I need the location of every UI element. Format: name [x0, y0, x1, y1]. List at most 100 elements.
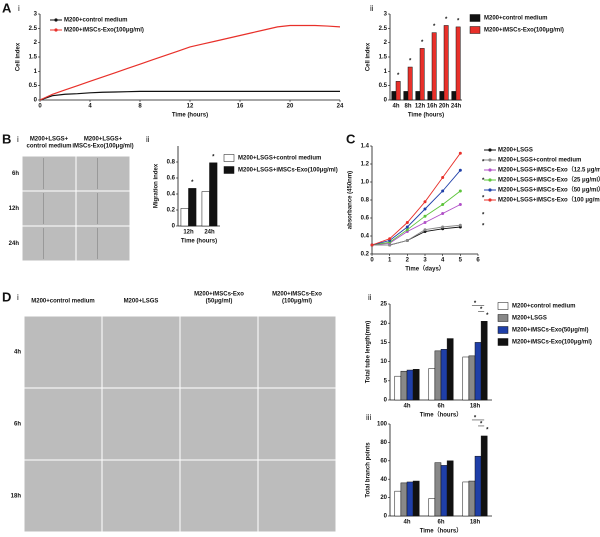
legend-label: M200+control medium — [64, 18, 128, 24]
y-tick-label: 0.8 — [167, 160, 176, 166]
legend-label: M200+iMSCs-Exo(100μg/ml) — [64, 28, 144, 34]
y-tick-label: 0.2 — [361, 252, 370, 258]
y-axis-label: absorbance (450nm) — [348, 171, 354, 229]
series-line — [371, 204, 461, 246]
y-tick-label: 5 — [384, 378, 388, 384]
legend-label: M200+iMSCs-Exo(100μg/ml) — [512, 340, 592, 346]
y-axis-label: Cell index — [366, 42, 372, 71]
legend-label: M200+LSGS+iMSCs-Exo（50 μg/ml） — [498, 186, 600, 194]
bar — [395, 81, 401, 101]
legend-swatch — [469, 26, 481, 34]
point — [423, 228, 427, 232]
bar — [403, 91, 409, 101]
legend-swatch — [497, 302, 509, 310]
series-line — [371, 170, 461, 246]
column-header: M200+iMSCs-Exo — [194, 292, 244, 298]
y-tick-label: 0 — [34, 98, 38, 104]
column-header: M200+control medium — [31, 299, 95, 305]
legend-label: M200+control medium — [512, 304, 576, 310]
annotation: * — [421, 40, 424, 46]
y-tick-label: 1.0 — [361, 180, 370, 186]
micrograph — [21, 190, 77, 227]
annotation: * — [445, 17, 448, 23]
x-axis-label: Time（days） — [405, 265, 445, 273]
y-axis-label: Total tube length(mm) — [366, 321, 372, 384]
x-axis-label: Time (hours) — [408, 113, 444, 119]
micrograph — [23, 459, 103, 533]
legend-label: M200+iMSCs-Exo(100μg/ml) — [484, 28, 564, 34]
point — [458, 203, 462, 206]
series-line — [39, 24, 341, 101]
annotation: * — [482, 178, 485, 184]
row-label: 6h — [12, 171, 19, 177]
bar — [188, 188, 197, 227]
bar — [400, 370, 408, 401]
y-tick-label: 100 — [377, 422, 388, 428]
y-tick-label: 1.5 — [29, 55, 38, 61]
y-tick-label: 0.6 — [361, 216, 370, 222]
y-tick-label: 2.5 — [379, 26, 388, 32]
y-tick-label: 15 — [380, 340, 387, 346]
series-line — [372, 226, 461, 246]
micrograph — [257, 387, 337, 461]
series-line — [371, 152, 461, 246]
legend-label: M200+LSGS+iMSCs-Exo（100 μg/ml） — [498, 196, 600, 204]
panel-label: ii — [368, 293, 372, 302]
point — [405, 239, 409, 242]
y-tick-label: 0.5 — [29, 83, 38, 89]
y-tick-label: 20 — [380, 321, 387, 327]
x-tick-label: 4 — [88, 104, 92, 110]
legend-marker — [488, 148, 492, 152]
y-tick-label: 1.2 — [361, 162, 370, 168]
y-tick-label: 60 — [380, 458, 387, 464]
point — [458, 168, 462, 172]
legend-swatch — [469, 14, 481, 22]
bar — [209, 162, 218, 227]
annotation: * — [482, 195, 485, 201]
x-tick-label: 2 — [406, 258, 410, 264]
bar — [406, 369, 414, 401]
x-tick-label: 24h — [204, 230, 215, 236]
bar — [446, 338, 454, 401]
y-axis-label: Cell index — [16, 42, 22, 71]
legend-label: M200+LSGS+control medium — [498, 158, 581, 164]
column-header: M200+LSGS+ — [30, 137, 69, 143]
bar — [394, 375, 402, 401]
point — [441, 203, 445, 206]
annotation: * — [212, 154, 215, 160]
x-axis-label: Time（hours） — [420, 411, 463, 419]
panel-label: i — [17, 293, 19, 302]
series-line — [371, 190, 461, 246]
row-label: 18h — [11, 494, 22, 500]
point — [388, 237, 392, 241]
bar — [427, 91, 433, 101]
y-tick-label: 2 — [384, 40, 388, 46]
panel-label: B — [2, 131, 11, 146]
micrograph — [179, 459, 259, 533]
legend-marker — [54, 18, 58, 22]
y-tick-label: 1 — [34, 69, 38, 75]
x-tick-label: 16h — [427, 104, 438, 110]
x-tick-label: 18h — [470, 520, 481, 526]
micrograph — [179, 315, 259, 389]
y-tick-label: 0.4 — [361, 234, 370, 240]
column-header: M200+iMSCs-Exo — [272, 292, 322, 298]
point — [458, 223, 462, 227]
y-tick-label: 20 — [380, 495, 387, 501]
x-tick-label: 20h — [439, 104, 450, 110]
y-tick-label: 0 — [384, 98, 388, 104]
x-tick-label: 12h — [183, 230, 194, 236]
bar — [443, 25, 449, 101]
x-tick-label: 3 — [423, 258, 427, 264]
x-tick-label: 12h — [415, 104, 426, 110]
micrograph — [257, 315, 337, 389]
annotation: * — [482, 224, 485, 230]
micrograph — [257, 459, 337, 533]
point — [458, 151, 462, 155]
bar — [440, 465, 448, 517]
x-axis-label: Time（hours） — [420, 527, 463, 535]
bar — [451, 91, 457, 101]
bar — [474, 455, 482, 517]
bar — [406, 481, 414, 517]
annotation: * — [486, 313, 489, 319]
